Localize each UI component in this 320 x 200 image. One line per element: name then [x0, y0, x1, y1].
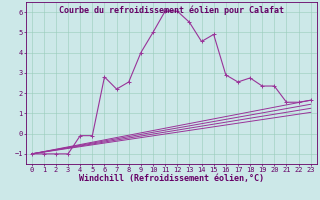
Text: Courbe du refroidissement éolien pour Calafat: Courbe du refroidissement éolien pour Ca… — [59, 5, 284, 15]
X-axis label: Windchill (Refroidissement éolien,°C): Windchill (Refroidissement éolien,°C) — [79, 174, 264, 183]
